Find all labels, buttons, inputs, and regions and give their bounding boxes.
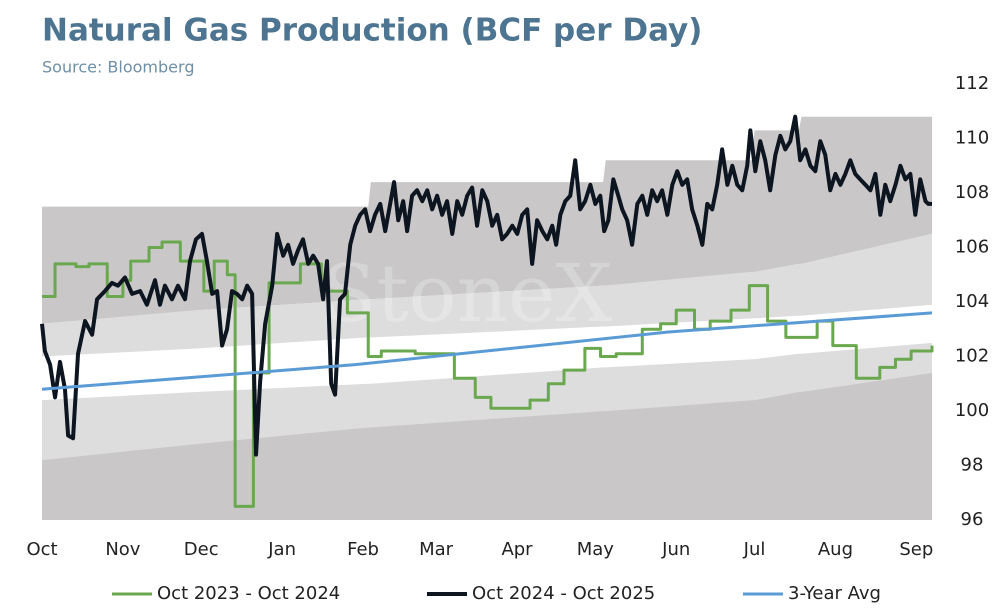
- chart-subtitle: Source: Bloomberg: [42, 58, 194, 77]
- y-tick-label: 98: [961, 455, 984, 476]
- y-tick-label: 108: [955, 182, 989, 203]
- x-tick-label: Nov: [105, 539, 140, 560]
- x-tick-label: Mar: [419, 539, 454, 560]
- x-tick-label: Jun: [661, 539, 690, 560]
- y-tick-label: 104: [955, 291, 989, 312]
- x-tick-label: May: [577, 539, 615, 560]
- x-tick-label: Dec: [184, 539, 219, 560]
- range-band: [42, 342, 932, 461]
- chart-title: Natural Gas Production (BCF per Day): [42, 13, 702, 49]
- y-tick-label: 96: [961, 509, 984, 530]
- legend-label: 3-Year Avg: [788, 583, 881, 604]
- series-line: [41, 311, 933, 391]
- y-tick-label: 112: [955, 73, 989, 94]
- plot-area: StoneX: [40, 114, 934, 520]
- x-tick-label: Sep: [899, 539, 933, 560]
- y-tick-label: 100: [955, 400, 989, 421]
- legend-label: Oct 2023 - Oct 2024: [157, 583, 340, 604]
- range-band: [42, 116, 932, 324]
- y-tick-label: 110: [955, 128, 989, 149]
- series-line: [42, 240, 934, 508]
- y-tick-label: 106: [955, 237, 989, 258]
- range-band: [42, 372, 932, 520]
- watermark: StoneX: [322, 247, 613, 340]
- x-tick-label: Apr: [501, 539, 533, 560]
- x-tick-label: Oct: [26, 539, 57, 560]
- legend-label: Oct 2024 - Oct 2025: [472, 583, 655, 604]
- x-tick-label: Feb: [347, 539, 379, 560]
- series-line: [40, 114, 932, 457]
- x-tick-label: Jul: [743, 539, 766, 560]
- x-tick-label: Jan: [267, 539, 296, 560]
- x-tick-label: Aug: [818, 539, 853, 560]
- y-tick-label: 102: [955, 346, 989, 367]
